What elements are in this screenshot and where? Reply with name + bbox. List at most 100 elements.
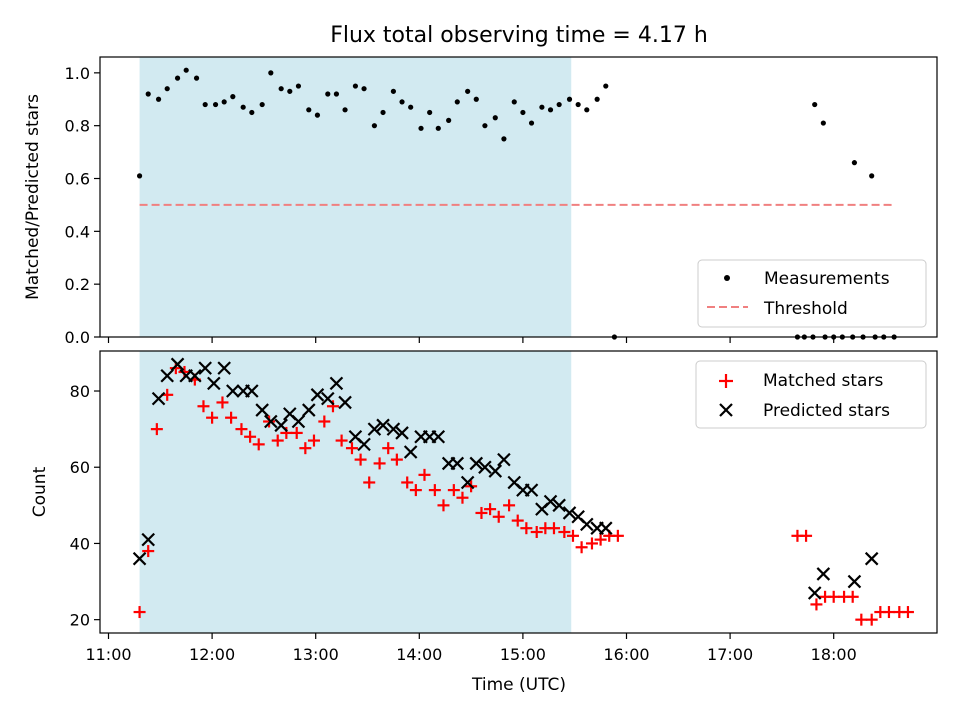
measurement-point bbox=[325, 91, 331, 97]
measurement-point bbox=[164, 86, 170, 92]
measurement-point bbox=[202, 101, 208, 108]
matched-star-point bbox=[810, 598, 823, 611]
matched-stars-marks bbox=[133, 362, 914, 626]
measurement-point bbox=[594, 96, 600, 102]
measurement-point bbox=[174, 75, 181, 81]
predicted-star-point bbox=[302, 403, 316, 417]
measurement-point bbox=[566, 96, 573, 102]
y-tick-label: 60 bbox=[70, 458, 90, 477]
predicted-star-point bbox=[864, 551, 879, 566]
matched-star-point bbox=[235, 423, 248, 436]
measurement-point bbox=[361, 86, 367, 92]
matched-star-point bbox=[475, 506, 488, 519]
matched-star-point bbox=[280, 426, 293, 439]
matched-star-point bbox=[150, 423, 163, 436]
matched-star-point bbox=[401, 476, 414, 489]
predicted-star-point bbox=[367, 422, 382, 436]
measurement-point bbox=[212, 101, 219, 108]
measurement-point bbox=[259, 101, 265, 108]
measurement-point bbox=[528, 120, 535, 126]
predicted-star-point bbox=[386, 422, 401, 436]
matched-star-point bbox=[335, 434, 348, 447]
top-y-axis-label: Matched/Predicted stars bbox=[23, 94, 43, 300]
measurement-point bbox=[603, 83, 609, 89]
predicted-star-point bbox=[816, 567, 831, 581]
predicted-star-point bbox=[376, 418, 390, 433]
matched-star-point bbox=[299, 442, 312, 455]
x-tick-label: 14:00 bbox=[396, 645, 442, 664]
measurement-point bbox=[427, 109, 433, 116]
predicted-star-point bbox=[543, 494, 558, 509]
measurement-point bbox=[352, 83, 359, 89]
y-tick-label: 40 bbox=[70, 534, 90, 553]
bottom-legend: Matched stars Predicted stars bbox=[695, 360, 927, 429]
predicted-star-point bbox=[264, 414, 278, 429]
measurement-point bbox=[520, 109, 526, 116]
top-observing-span bbox=[139, 57, 572, 337]
x-tick-label: 16:00 bbox=[603, 645, 649, 664]
matched-star-point bbox=[530, 526, 543, 539]
measurement-point bbox=[193, 75, 200, 81]
matched-star-point bbox=[594, 533, 607, 546]
predicted-star-point bbox=[847, 574, 862, 589]
legend-predicted-marker bbox=[719, 403, 733, 417]
measurement-point bbox=[454, 99, 460, 105]
matched-star-point bbox=[566, 529, 579, 542]
matched-star-point bbox=[585, 537, 598, 550]
matched-star-point bbox=[547, 522, 560, 535]
measurement-point bbox=[371, 123, 378, 129]
measurement-point bbox=[446, 117, 452, 123]
predicted-star-point bbox=[291, 414, 306, 429]
measurement-point bbox=[249, 109, 255, 116]
predicted-star-point bbox=[188, 368, 202, 383]
y-tick-label: 0.0 bbox=[65, 328, 90, 347]
y-tick-label: 0.8 bbox=[65, 117, 90, 136]
measurement-point bbox=[390, 88, 396, 94]
matched-star-point bbox=[225, 411, 238, 424]
matched-star-point bbox=[503, 499, 516, 512]
matched-star-point bbox=[611, 529, 624, 542]
measurement-point bbox=[155, 96, 162, 102]
predicted-star-point bbox=[450, 456, 465, 471]
top-axes-frame bbox=[99, 56, 938, 338]
top-y-ticks: 0.0 0.2 0.4 0.6 0.8 1.0 bbox=[65, 64, 100, 347]
predicted-star-point bbox=[226, 384, 240, 398]
predicted-star-point bbox=[132, 551, 147, 566]
y-tick-label: 0.2 bbox=[65, 275, 90, 294]
measurement-point bbox=[268, 70, 274, 76]
measurement-point bbox=[314, 112, 321, 118]
matched-star-point bbox=[390, 453, 403, 466]
bottom-legend-box bbox=[695, 360, 927, 429]
legend-matched-marker bbox=[719, 374, 733, 388]
matched-star-point bbox=[363, 476, 376, 489]
matched-star-point bbox=[252, 438, 265, 451]
matched-star-point bbox=[437, 499, 450, 512]
predicted-star-point bbox=[207, 376, 221, 391]
measurement-point bbox=[501, 136, 507, 142]
measurement-point bbox=[851, 160, 858, 166]
measurement-point bbox=[333, 91, 340, 97]
y-tick-label: 0.6 bbox=[65, 170, 90, 189]
predicted-star-point bbox=[431, 429, 446, 444]
legend-matched-label: Matched stars bbox=[763, 371, 883, 391]
measurement-point bbox=[136, 173, 143, 179]
matched-star-point bbox=[326, 400, 339, 413]
measurement-point bbox=[482, 123, 488, 129]
matched-star-point bbox=[827, 590, 840, 603]
measurement-point bbox=[492, 115, 498, 121]
bottom-y-ticks: 20 40 60 80 bbox=[70, 382, 100, 630]
measurement-point bbox=[342, 107, 348, 113]
predicted-star-point bbox=[580, 517, 594, 532]
predicted-star-point bbox=[562, 506, 577, 520]
measurement-point bbox=[812, 101, 818, 108]
measurement-point bbox=[287, 88, 293, 94]
measurement-point bbox=[145, 91, 151, 97]
predicted-star-point bbox=[357, 437, 371, 452]
measurement-point bbox=[820, 120, 826, 126]
top-legend-box bbox=[697, 259, 927, 328]
chart-title: Flux total observing time = 4.17 h bbox=[330, 23, 708, 48]
predicted-star-point bbox=[198, 361, 212, 375]
top-x-ticks bbox=[107, 337, 835, 343]
measurement-point bbox=[306, 107, 312, 113]
